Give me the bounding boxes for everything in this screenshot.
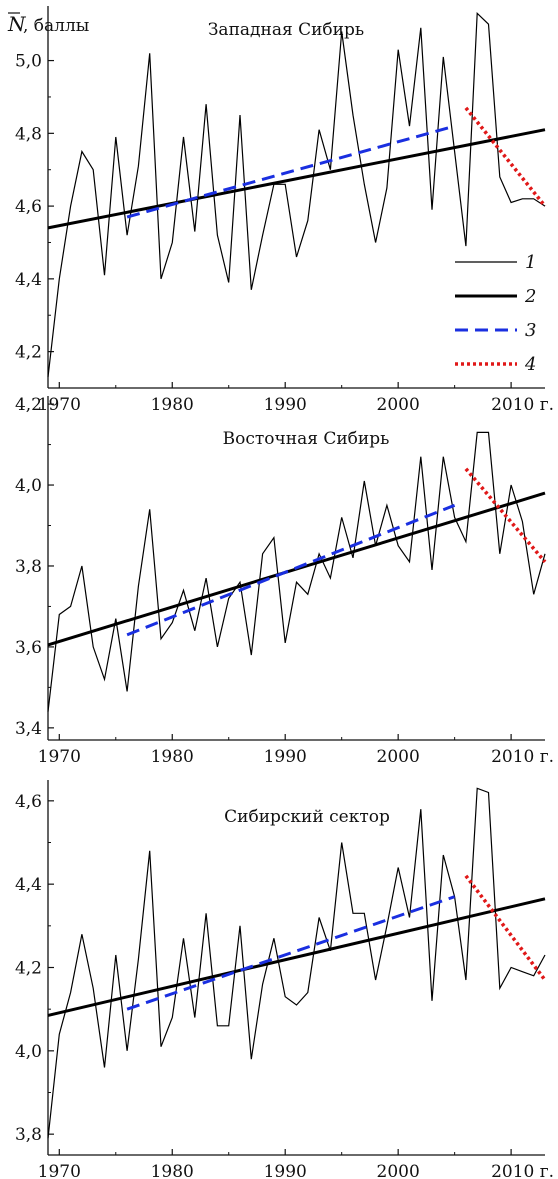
x-tick-label: 1990 <box>264 1162 307 1179</box>
legend: 1 2 3 4 <box>455 252 536 375</box>
y-axis-label: N , баллы <box>7 12 89 36</box>
series-1-line <box>47 787 546 1139</box>
chart-panel-1: 4,2 4,4 4,6 4,8 5,0 1970 1980 1990 2000 2010 г. За… <box>15 6 554 415</box>
series-2-line <box>47 897 546 1017</box>
series-1-line <box>47 11 546 378</box>
y-tick-label: 4,8 <box>15 124 42 144</box>
series-3-line <box>126 124 456 219</box>
x-tick-label: 1980 <box>151 1162 194 1179</box>
y-tick-label: 4,4 <box>15 875 42 895</box>
y-tick-label: 4,0 <box>15 1042 42 1062</box>
x-tick-label: 1970 <box>38 1162 81 1179</box>
x-tick-label: 2010 г. <box>491 1162 554 1179</box>
x-tick-label: 2000 <box>377 1162 420 1179</box>
x-tick-label: 2010 г. <box>491 395 554 415</box>
y-tick-label: 4,6 <box>15 792 42 812</box>
series-3-line <box>126 895 456 1011</box>
x-tick-label: 2010 г. <box>491 747 554 767</box>
series-2-line <box>47 128 546 230</box>
x-tick-label: 2000 <box>377 747 420 767</box>
x-tick-label: 1970 <box>38 395 81 415</box>
series-4-line <box>464 106 547 208</box>
y-tick-label: 4,2 <box>15 959 42 979</box>
x-tick-label: 1980 <box>151 747 194 767</box>
y-tick-label: 4,2 <box>15 343 42 363</box>
series-4-line <box>464 874 547 982</box>
y-tick-label: 3,4 <box>15 719 42 739</box>
x-tick-label: 1990 <box>264 747 307 767</box>
y-tick-label: 4,6 <box>15 197 42 217</box>
series-4-line <box>464 467 547 564</box>
y-tick-label: 3,8 <box>15 1125 42 1145</box>
x-tick-label: 1980 <box>151 395 194 415</box>
y-tick-label: 4,4 <box>15 270 42 290</box>
y-tick-label: 4,0 <box>15 476 42 496</box>
y-axis-label-unit: , баллы <box>23 16 89 36</box>
y-tick-label: 3,6 <box>15 638 42 658</box>
chart-title: Восточная Сибирь <box>223 429 390 449</box>
legend-label-4: 4 <box>524 354 536 375</box>
chart-panel-3: 3,8 4,0 4,2 4,4 4,6 1970 1980 1990 2000 2010 г. Си… <box>15 780 554 1179</box>
y-tick-label: 4,2 <box>15 395 42 415</box>
x-tick-label: 1990 <box>264 395 307 415</box>
chart-title: Западная Сибирь <box>208 20 364 40</box>
x-tick-label: 2000 <box>377 395 420 415</box>
y-tick-label: 5,0 <box>15 52 42 72</box>
legend-label-2: 2 <box>524 286 536 307</box>
x-tick-label: 1970 <box>38 747 81 767</box>
legend-label-1: 1 <box>525 252 536 273</box>
chart-title: Сибирский сектор <box>224 807 390 827</box>
y-tick-label: 3,8 <box>15 557 42 577</box>
y-axis-label-symbol: N <box>7 12 27 36</box>
legend-label-3: 3 <box>525 320 536 341</box>
series-1-line <box>47 431 546 712</box>
